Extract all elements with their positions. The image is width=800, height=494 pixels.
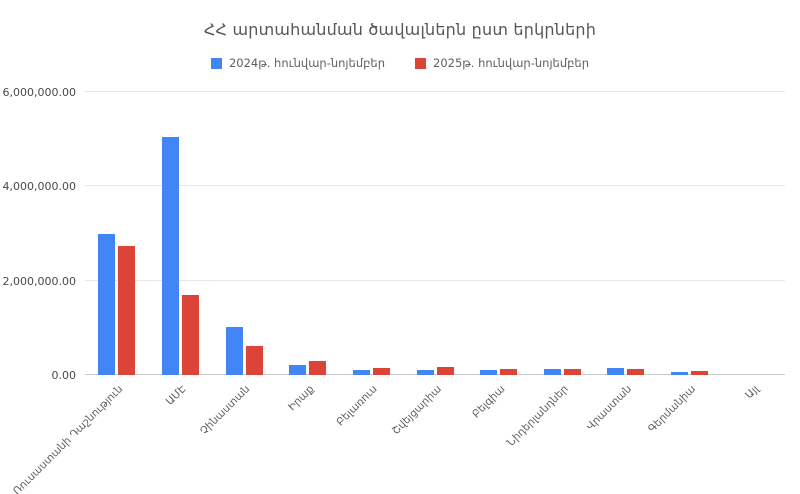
legend-item-2025: 2025թ. հունվար-նոյեմբեր — [415, 56, 589, 70]
category-group: ԱՄԷ — [149, 92, 213, 408]
legend-swatch-icon — [415, 57, 426, 69]
bar-2024[interactable] — [480, 370, 498, 375]
x-axis-label: Նիդերլանդներ — [504, 383, 571, 449]
bar-2024[interactable] — [671, 372, 689, 375]
gridline — [85, 185, 785, 187]
category-group: Գերմանիա — [646, 92, 722, 435]
y-axis-tick-label: 4,000,000.00 — [2, 180, 76, 194]
bar-2025[interactable] — [245, 345, 263, 375]
category-group: Չինաստան — [198, 92, 276, 437]
y-axis-tick-label: 0.00 — [51, 369, 77, 382]
x-axis-label: Իրաք — [285, 383, 317, 414]
bar-2024[interactable] — [289, 364, 307, 375]
bar-2025[interactable] — [500, 369, 518, 375]
x-axis-label: Վրաստան — [584, 383, 635, 433]
category-group: Շվեյցարիա — [389, 92, 467, 437]
bar-2024[interactable] — [225, 326, 243, 375]
legend-item-2024: 2024թ. հունվար-նոյեմբեր — [210, 56, 385, 70]
x-axis-label: Շվեյցարիա — [389, 383, 444, 438]
x-axis-label: Չինաստան — [198, 383, 253, 438]
y-axis-tick-label: 6,000,000.00 — [2, 86, 76, 99]
category-group: Իրաք — [276, 92, 340, 413]
x-axis-label: Գերմանիա — [645, 383, 699, 436]
category-group: Նիդերլանդներ — [505, 92, 594, 449]
bar-2024[interactable] — [607, 367, 625, 375]
bar-2024[interactable] — [161, 136, 179, 375]
x-axis-line — [85, 374, 785, 375]
bar-2025[interactable] — [372, 367, 390, 375]
legend-label: 2024թ. հունվար-նոյեմբեր — [228, 56, 385, 70]
bar-2025[interactable] — [118, 246, 136, 375]
bar-2024[interactable] — [98, 233, 116, 375]
bar-2024[interactable] — [543, 369, 561, 375]
category-group: Այլ — [721, 92, 785, 401]
x-axis-label: Այլ — [743, 383, 762, 402]
bar-2024[interactable] — [416, 369, 434, 375]
bars-row: Ռուսաստանի Դաշնություն ԱՄԷ Չինաստան Իրաք Բել… — [11, 92, 785, 494]
bar-2025[interactable] — [181, 295, 199, 375]
gridline — [85, 279, 785, 281]
gridline — [85, 91, 785, 92]
bar-2025[interactable] — [309, 360, 327, 375]
x-axis-label: Բելառուս — [334, 383, 380, 429]
chart-title: ՀՀ արտահանման ծավալներն ըստ երկրների — [203, 20, 597, 39]
bar-2025[interactable] — [691, 370, 709, 375]
legend: 2024թ. հունվար-նոյեմբեր 2025թ. հունվար-նո… — [0, 56, 800, 70]
legend-label: 2025թ. հունվար-նոյեմբեր — [433, 56, 590, 70]
bar-2025[interactable] — [436, 367, 454, 375]
category-group: Բելառուս — [335, 92, 404, 428]
bar-2024[interactable] — [352, 369, 370, 375]
x-axis-label: ԱՄԷ — [164, 383, 189, 408]
y-axis-tick-label: 2,000,000.00 — [2, 274, 76, 288]
plot-area: Ռուսաստանի Դաշնություն ԱՄԷ Չինաստան Իրաք Բել… — [11, 91, 785, 494]
category-group: Վրաստան — [585, 92, 658, 433]
x-axis-label: Բելգիա — [469, 383, 508, 421]
legend-swatch-icon — [210, 57, 222, 69]
bar-2025[interactable] — [563, 369, 581, 375]
bar-2025[interactable] — [627, 369, 645, 375]
category-group: Բելգիա — [467, 92, 531, 420]
x-axis-label: Ռուսաստանի Դաշնություն — [10, 383, 126, 494]
category-group: Ռուսաստանի Դաշնություն — [11, 92, 149, 494]
